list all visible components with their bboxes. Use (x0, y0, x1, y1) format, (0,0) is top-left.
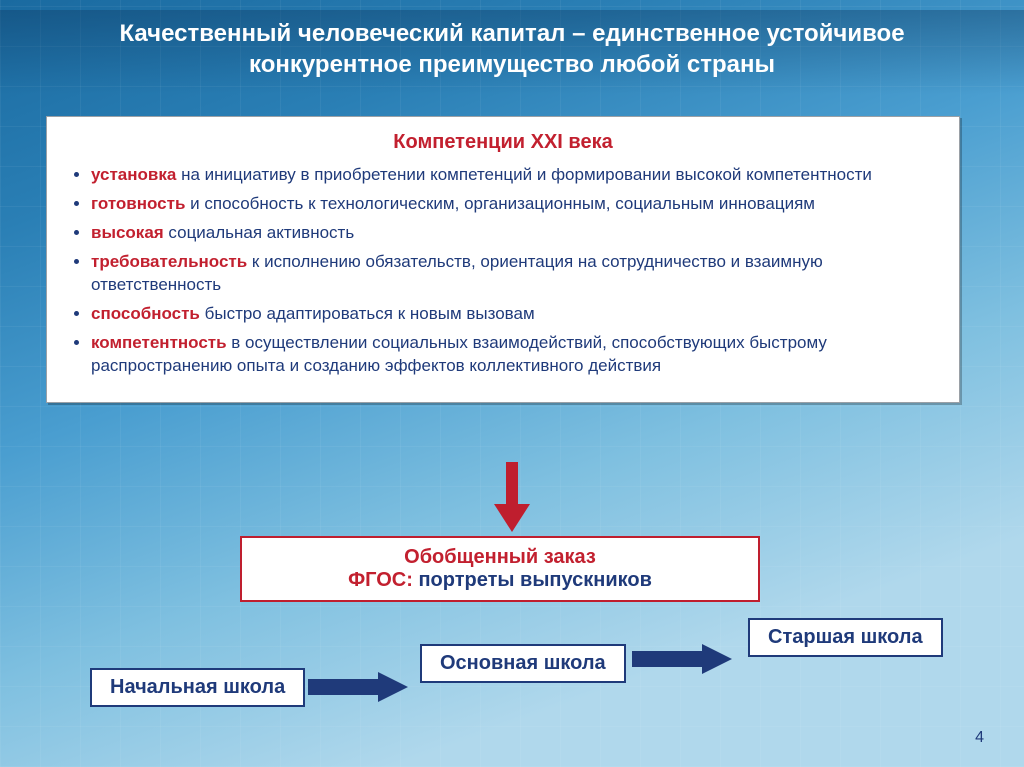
bullet-rest: на инициативу в приобретении компетенций… (176, 165, 872, 184)
list-item: требовательность к исполнению обязательс… (91, 251, 937, 297)
right-arrow-icon (632, 644, 732, 674)
school-main-box: Основная школа (420, 644, 626, 683)
order-line1: Обобщенный заказ (252, 546, 748, 569)
slide-title: Качественный человеческий капитал – един… (0, 10, 1024, 94)
list-item: готовность и способность к технологическ… (91, 193, 937, 216)
bullet-highlight: установка (91, 165, 176, 184)
list-item: высокая социальная активность (91, 222, 937, 245)
order-red: ФГОС: (348, 569, 413, 591)
title-line2: конкурентное преимущество любой страны (249, 51, 775, 78)
right-arrow-icon (308, 672, 408, 702)
competencies-box: Компетенции XXI века установка на инициа… (46, 116, 960, 403)
school-high-label: Старшая школа (768, 626, 923, 648)
order-rest: портреты выпускников (413, 569, 652, 591)
title-line1: Качественный человеческий капитал – един… (119, 20, 904, 47)
bullet-rest: быстро адаптироваться к новым вызовам (200, 304, 535, 323)
bullet-highlight: способность (91, 304, 200, 323)
competencies-list: установка на инициативу в приобретении к… (69, 164, 937, 378)
school-primary-box: Начальная школа (90, 668, 305, 707)
order-line2: ФГОС: портреты выпускников (252, 569, 748, 592)
bullet-rest: и способность к технологическим, организ… (185, 194, 815, 213)
bullet-highlight: высокая (91, 223, 164, 242)
school-main-label: Основная школа (440, 652, 606, 674)
order-box: Обобщенный заказ ФГОС: портреты выпускни… (240, 536, 760, 602)
bullet-highlight: компетентность (91, 333, 227, 352)
page-number: 4 (975, 729, 984, 747)
list-item: установка на инициативу в приобретении к… (91, 164, 937, 187)
school-high-box: Старшая школа (748, 618, 943, 657)
bullet-highlight: требовательность (91, 252, 247, 271)
down-arrow-icon (494, 462, 530, 532)
bullet-rest: социальная активность (164, 223, 355, 242)
competencies-heading: Компетенции XXI века (69, 129, 937, 156)
list-item: способность быстро адаптироваться к новы… (91, 303, 937, 326)
bullet-highlight: готовность (91, 194, 185, 213)
school-primary-label: Начальная школа (110, 676, 285, 698)
list-item: компетентность в осуществлении социальны… (91, 332, 937, 378)
